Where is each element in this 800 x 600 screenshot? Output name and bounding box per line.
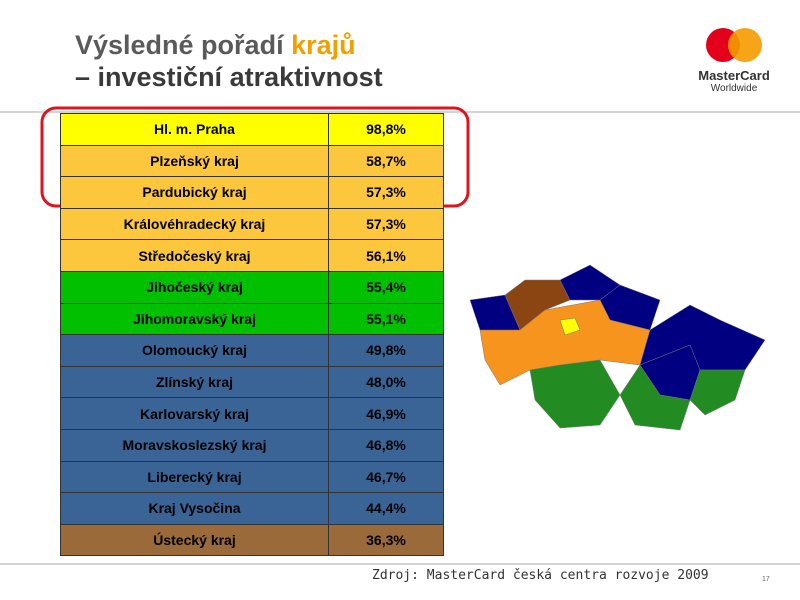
logo-name: MasterCard [698,68,770,83]
table-row: Pardubický kraj 57,3% [60,176,444,209]
table-row: Královéhradecký kraj 57,3% [60,207,444,241]
title-text: Výsledné pořadí [75,30,292,60]
source: Zdroj: MasterCard česká centra rozvoje 2… [372,568,709,583]
table-row: Plzeňský kraj 58,7% [60,144,444,178]
region-cell: Moravskoslezský kraj [60,428,329,462]
region-cell: Liberecký kraj [60,460,329,494]
value-cell: 44,4% [328,492,444,525]
title-highlight: krajů [291,30,356,60]
value-cell: 56,1% [328,239,444,272]
page-number: 17 [762,576,770,583]
value-cell: 98,8% [328,113,444,146]
table-row: Kraj Vysočina 44,4% [60,492,444,525]
value-cell: 55,4% [328,270,444,304]
region-cell: Jihomoravský kraj [60,302,329,336]
value-cell: 36,3% [328,523,444,557]
region-cell: Zlínský kraj [60,365,329,399]
map [469,264,766,431]
table-row: Jihomoravský kraj 55,1% [60,302,444,336]
table-row: Moravskoslezský kraj 46,8% [60,428,444,462]
value-cell: 46,8% [328,428,444,462]
region-cell: Olomoucký kraj [60,334,329,367]
value-cell: 57,3% [328,207,444,241]
table-row: Zlínský kraj 48,0% [60,365,444,399]
value-cell: 46,7% [328,460,444,494]
region-cell: Hl. m. Praha [60,113,329,146]
region-cell: Pardubický kraj [60,176,329,209]
value-cell: 58,7% [328,144,444,178]
value-cell: 46,9% [328,397,444,430]
logo-tagline: Worldwide [711,83,758,94]
value-cell: 57,3% [328,176,444,209]
value-cell: 55,1% [328,302,444,336]
region-cell: Středočeský kraj [60,239,329,272]
logo-circle [728,28,762,62]
region-cell: Královéhradecký kraj [60,207,329,241]
title: Výsledné pořadí krajů [75,30,356,61]
table-row: Karlovarský kraj 46,9% [60,397,444,430]
region-cell: Karlovarský kraj [60,397,329,430]
table-row: Ústecký kraj 36,3% [60,523,444,557]
title-line2: – investiční atraktivnost [75,62,383,92]
region-cell: Ústecký kraj [60,523,329,557]
table-row: Liberecký kraj 46,7% [60,460,444,494]
table-row: Olomoucký kraj 49,8% [60,334,444,367]
ranking-table: Hl. m. Praha 98,8% Plzeňský kraj 58,7% Pardu… [60,113,444,557]
value-cell: 49,8% [328,334,444,367]
table-row: Hl. m. Praha 98,8% [60,113,444,146]
region-cell: Jihočeský kraj [60,270,329,304]
region-cell: Plzeňský kraj [60,144,329,178]
value-cell: 48,0% [328,365,444,399]
region-cell: Kraj Vysočina [60,492,329,525]
table-row: Středočeský kraj 56,1% [60,239,444,272]
table-row: Jihočeský kraj 55,4% [60,270,444,304]
